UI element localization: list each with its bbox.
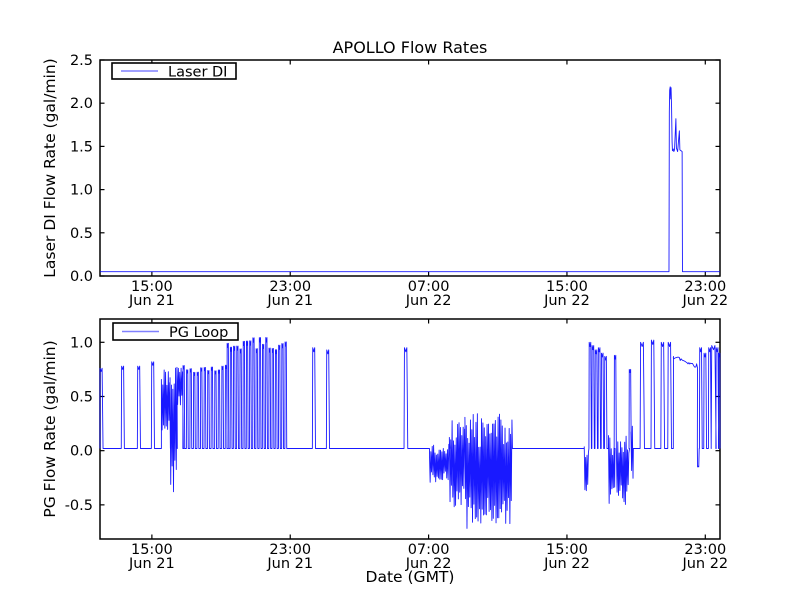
tick-label: 07:00 — [408, 279, 450, 295]
tick-label: 2.5 — [70, 53, 93, 69]
tick-label: 23:00 — [684, 279, 726, 295]
tick-label: 1.0 — [70, 335, 93, 351]
bottom-y-axis-label: PG Flow Rate (gal/min) — [41, 340, 59, 517]
tick-label: 0.5 — [70, 389, 93, 405]
tick-label: Jun 21 — [128, 293, 175, 309]
bottom-legend: PG Loop — [112, 322, 239, 341]
top-y-axis-label: Laser DI Flow Rate (gal/min) — [41, 58, 59, 277]
tick-label: Jun 21 — [266, 293, 313, 309]
laser-di-legend-label: Laser DI — [168, 65, 227, 81]
top-legend: Laser DI — [111, 62, 237, 81]
tick-label: 15:00 — [546, 279, 588, 295]
bottom-legend-box — [112, 322, 239, 341]
tick-label: Jun 21 — [128, 556, 175, 572]
tick-label: Jun 21 — [266, 556, 313, 572]
pg-loop-series-line — [99, 337, 721, 529]
tick-label: 0.0 — [70, 269, 93, 285]
tick-label: Jun 22 — [681, 556, 728, 572]
tick-label: 1.0 — [70, 183, 93, 199]
tick-label: 15:00 — [546, 542, 588, 558]
tick-label: 15:00 — [131, 542, 173, 558]
tick-label: Jun 22 — [405, 293, 452, 309]
tick-label: 15:00 — [131, 279, 173, 295]
tick-label: 07:00 — [408, 542, 450, 558]
tick-label: Jun 22 — [543, 293, 590, 309]
tick-label: 0.5 — [70, 226, 93, 242]
pg-loop-legend-label: PG Loop — [169, 325, 228, 341]
tick-label: 1.5 — [70, 139, 93, 155]
tick-label: 23:00 — [269, 279, 311, 295]
tick-label: Jun 22 — [681, 293, 728, 309]
tick-label: Jun 22 — [543, 556, 590, 572]
laser-di-series-line — [100, 86, 720, 273]
tick-label: 0.0 — [70, 444, 93, 460]
top-plot-frame — [99, 59, 721, 277]
x-axis-label: Date (GMT) — [366, 568, 455, 586]
tick-label: Jun 22 — [405, 556, 452, 572]
tick-label: 23:00 — [269, 542, 311, 558]
tick-label: 23:00 — [684, 542, 726, 558]
tick-label: -0.5 — [65, 498, 93, 514]
top-legend-box — [111, 62, 237, 80]
chart-title: APOLLO Flow Rates — [333, 38, 488, 57]
tick-label: 2.0 — [70, 96, 93, 112]
